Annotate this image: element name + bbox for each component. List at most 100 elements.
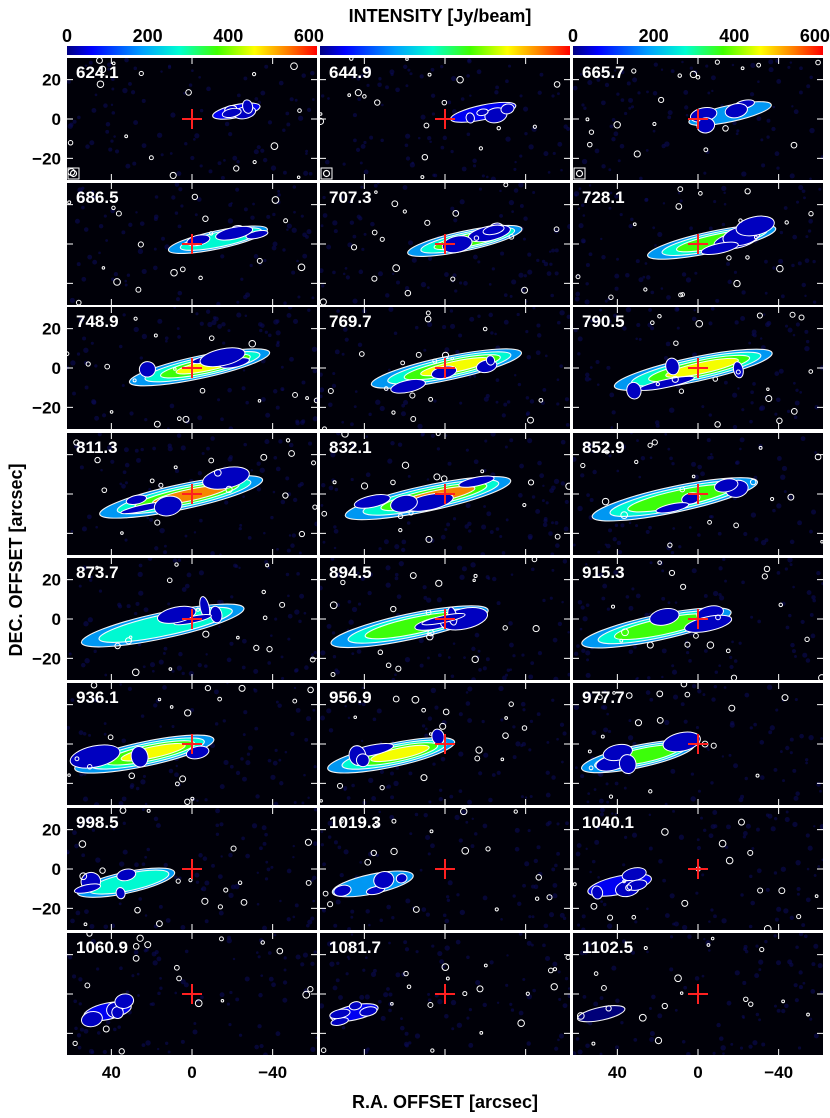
channel-panel: 977.7 xyxy=(573,683,823,805)
colorbars: 0 200 400 600 0 200 400 600 xyxy=(62,26,830,55)
channel-velocity-label: 790.5 xyxy=(582,312,625,331)
beam-ellipse xyxy=(69,169,78,178)
y-tick-label: 0 xyxy=(52,860,61,879)
channel-velocity-label: 873.7 xyxy=(76,563,119,582)
channel-panel: 1040.1 xyxy=(573,808,823,930)
channel-panel: 998.5 20 0 −20 xyxy=(32,808,317,930)
channel-velocity-label: 852.9 xyxy=(582,438,625,457)
colorbar-tick-label: 400 xyxy=(719,26,749,46)
channel-panel: 790.5 xyxy=(573,307,823,429)
channel-velocity-label: 748.9 xyxy=(76,312,119,331)
emission xyxy=(73,867,176,900)
colorbar-strip xyxy=(320,46,570,55)
channel-panel: 1019.3 xyxy=(320,808,570,930)
channel-velocity-label: 624.1 xyxy=(76,63,119,82)
channel-velocity-label: 936.1 xyxy=(76,688,119,707)
emission xyxy=(587,867,652,900)
channel-panel: 936.1 xyxy=(67,683,317,805)
channel-velocity-label: 956.9 xyxy=(329,688,372,707)
emission xyxy=(580,731,701,775)
x-tick-label: −40 xyxy=(764,1063,793,1082)
y-tick-label: 20 xyxy=(42,320,61,339)
channel-velocity-label: 977.7 xyxy=(582,688,625,707)
channel-panel: 644.9 xyxy=(320,58,570,180)
channel-panel: 915.3 xyxy=(573,558,823,680)
emission xyxy=(327,728,456,774)
colorbar-tick-label: 200 xyxy=(133,26,163,46)
channel-panel: 873.7 20 0 −20 xyxy=(32,558,317,680)
colorbar-tick-label: 600 xyxy=(294,26,324,46)
beam-box xyxy=(573,167,586,180)
channel-velocity-label: 832.1 xyxy=(329,438,372,457)
channel-velocity-label: 894.5 xyxy=(329,563,372,582)
colorbar-tick-label: 200 xyxy=(639,26,669,46)
x-tick-label: 0 xyxy=(693,1063,702,1082)
channel-velocity-label: 665.7 xyxy=(582,63,625,82)
channel-panel: 748.9 20 0 −20 xyxy=(32,307,317,429)
channel-velocity-label: 769.7 xyxy=(329,312,372,331)
y-tick-label: 20 xyxy=(42,571,61,590)
channel-panel: 811.3 xyxy=(67,433,317,555)
emission xyxy=(212,99,261,120)
emission xyxy=(344,475,512,521)
channel-panel: 769.7 xyxy=(320,307,570,429)
x-tick-label: 40 xyxy=(608,1063,627,1082)
y-axis-title: DEC. OFFSET [arcsec] xyxy=(6,463,26,656)
emission xyxy=(329,1001,379,1026)
channel-panel: 624.1 20 0 −20 xyxy=(32,58,317,180)
x-tick-label: 40 xyxy=(102,1063,121,1082)
colorbar-strip xyxy=(67,46,317,55)
y-tick-label: 0 xyxy=(52,610,61,629)
emission xyxy=(450,101,517,124)
channel-panel: 728.1 xyxy=(573,183,823,305)
channel-velocity-label: 915.3 xyxy=(582,563,625,582)
emission xyxy=(576,1005,626,1023)
emission xyxy=(331,870,414,898)
channel-panel: 956.9 xyxy=(320,683,570,805)
colorbar-tick-label: 600 xyxy=(800,26,830,46)
channel-panel: 1102.5 40 0 −40 xyxy=(573,933,823,1082)
channel-panel: 707.3 xyxy=(320,183,570,305)
channel-panel: 686.5 xyxy=(67,183,317,305)
y-tick-label: −20 xyxy=(32,899,61,918)
channel-velocity-label: 1060.9 xyxy=(76,938,128,957)
channel-panels: 624.1 20 0 −20 644.9 665.7 686.5 707.3 728.1 748.… xyxy=(32,58,823,1082)
emission xyxy=(69,734,215,774)
colorbar-tick-label: 0 xyxy=(62,26,72,46)
x-axis-title: R.A. OFFSET [arcsec] xyxy=(352,1092,538,1112)
beam-ellipse xyxy=(322,169,331,178)
beam-box xyxy=(320,167,333,180)
channel-velocity-label: 1102.5 xyxy=(582,938,633,957)
channel-velocity-label: 1019.3 xyxy=(329,813,381,832)
channel-panel: 1081.7 xyxy=(320,933,570,1055)
y-tick-label: −20 xyxy=(32,398,61,417)
channel-velocity-label: 644.9 xyxy=(329,63,372,82)
beam-box xyxy=(67,167,80,180)
channel-panel: 1060.9 40 0 −40 xyxy=(67,933,317,1082)
channel-velocity-label: 1040.1 xyxy=(582,813,634,832)
channel-panel: 665.7 xyxy=(573,58,823,180)
colorbar-title: INTENSITY [Jy/beam] xyxy=(349,6,532,26)
y-tick-label: −20 xyxy=(32,649,61,668)
channel-velocity-label: 686.5 xyxy=(76,188,119,207)
channel-velocity-label: 728.1 xyxy=(582,188,625,207)
beam-ellipse xyxy=(575,169,584,178)
colorbar-tick-label: 400 xyxy=(213,26,243,46)
channel-velocity-label: 998.5 xyxy=(76,813,119,832)
x-tick-label: 0 xyxy=(187,1063,196,1082)
channel-panel: 852.9 xyxy=(573,433,823,555)
y-tick-label: 0 xyxy=(52,110,61,129)
channel-panel: 832.1 xyxy=(320,433,570,555)
channel-velocity-label: 1081.7 xyxy=(329,938,381,957)
colorbar-tick-label: 0 xyxy=(568,26,578,46)
y-tick-label: 20 xyxy=(42,71,61,90)
emission xyxy=(80,596,245,648)
emission xyxy=(80,993,135,1028)
colorbar-strip xyxy=(573,46,823,55)
emission xyxy=(591,477,759,522)
x-tick-label: −40 xyxy=(258,1063,287,1082)
channel-velocity-label: 707.3 xyxy=(329,188,372,207)
y-tick-label: −20 xyxy=(32,149,61,168)
channel-panel: 894.5 xyxy=(320,558,570,680)
